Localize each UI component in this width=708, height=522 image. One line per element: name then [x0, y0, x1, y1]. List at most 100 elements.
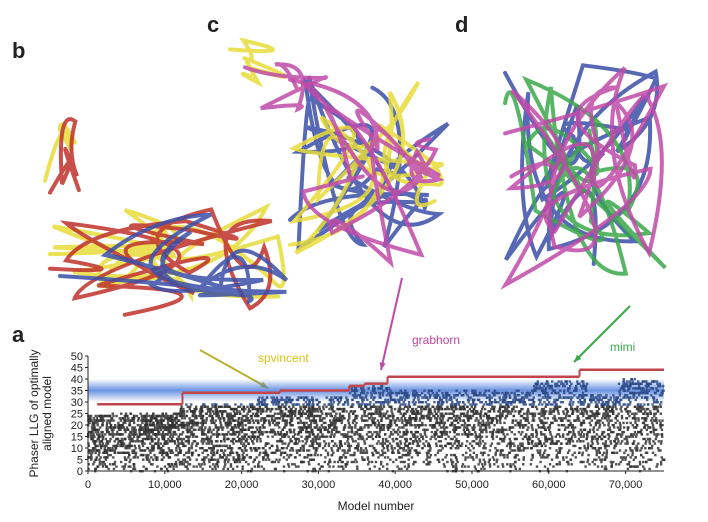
data-point	[299, 460, 303, 464]
data-point	[203, 405, 207, 408]
data-point	[319, 453, 323, 457]
data-point	[259, 437, 262, 441]
data-point	[566, 396, 569, 399]
data-point	[363, 440, 366, 443]
data-point	[308, 405, 311, 408]
data-point	[198, 426, 201, 429]
data-point	[330, 407, 334, 411]
data-point	[402, 396, 405, 399]
data-point	[103, 444, 106, 448]
data-point	[324, 456, 327, 459]
data-point	[263, 398, 267, 402]
data-point	[325, 405, 328, 408]
data-point	[107, 467, 110, 471]
data-point	[332, 435, 336, 438]
data-point	[354, 440, 357, 443]
data-point	[197, 428, 200, 431]
data-point	[149, 451, 152, 454]
data-point	[235, 430, 239, 434]
data-point	[330, 414, 334, 418]
data-point	[407, 407, 410, 411]
protein-ribbon	[243, 62, 328, 113]
data-point	[212, 412, 216, 415]
data-point	[550, 387, 554, 390]
data-point	[348, 414, 351, 418]
data-point	[367, 387, 370, 390]
data-point	[304, 442, 307, 445]
data-point	[540, 382, 544, 385]
data-point	[174, 453, 177, 457]
arrowhead	[379, 362, 386, 370]
data-point	[579, 403, 582, 406]
data-point	[139, 426, 142, 429]
data-point	[182, 421, 185, 425]
data-point	[481, 430, 484, 434]
data-point	[453, 430, 456, 434]
data-point	[261, 433, 264, 436]
data-point	[431, 391, 435, 395]
data-point	[557, 405, 560, 408]
data-point	[238, 424, 242, 427]
data-point	[135, 433, 138, 436]
data-point	[321, 426, 324, 429]
data-point	[223, 444, 227, 448]
data-point	[559, 396, 562, 399]
data-point	[137, 440, 140, 443]
data-point	[569, 401, 572, 404]
data-point	[455, 437, 458, 441]
data-point	[214, 419, 217, 422]
data-point	[213, 453, 216, 457]
data-point	[261, 456, 265, 459]
data-point	[512, 449, 515, 452]
data-point	[597, 449, 601, 452]
data-point	[544, 382, 547, 385]
data-point	[324, 435, 327, 438]
data-point	[465, 405, 469, 408]
data-point	[403, 453, 406, 457]
data-point	[562, 396, 566, 399]
data-point	[254, 419, 258, 422]
data-point	[590, 398, 594, 402]
data-point	[417, 426, 421, 429]
data-point	[163, 440, 167, 443]
data-point	[221, 428, 224, 431]
data-point	[478, 458, 481, 461]
data-point	[549, 433, 552, 436]
data-point	[492, 428, 496, 431]
data-point	[171, 451, 175, 454]
data-point	[175, 417, 178, 420]
data-point	[351, 440, 355, 443]
data-point	[232, 407, 236, 411]
data-point	[188, 417, 191, 420]
data-point	[514, 424, 517, 427]
data-point	[513, 391, 516, 395]
data-point	[401, 460, 405, 464]
data-point	[373, 430, 376, 434]
data-point	[233, 430, 237, 434]
data-point	[397, 410, 400, 413]
data-point	[421, 447, 424, 450]
data-point	[442, 424, 446, 427]
data-point	[221, 433, 224, 436]
data-point	[413, 433, 416, 436]
data-point	[180, 412, 183, 415]
data-point	[364, 394, 368, 397]
data-point	[566, 419, 569, 422]
data-point	[138, 428, 141, 431]
data-point	[179, 412, 182, 415]
data-point	[91, 447, 95, 450]
data-point	[563, 384, 566, 388]
data-point	[634, 447, 637, 450]
data-point	[320, 410, 323, 413]
data-point	[245, 437, 249, 441]
data-point	[98, 414, 102, 418]
data-point	[103, 456, 106, 459]
data-point	[637, 442, 640, 445]
data-point	[272, 396, 276, 399]
data-point	[131, 449, 134, 452]
data-point	[410, 456, 414, 459]
data-point	[151, 428, 154, 431]
data-point	[256, 421, 260, 425]
data-point	[514, 396, 517, 399]
data-point	[310, 428, 313, 431]
